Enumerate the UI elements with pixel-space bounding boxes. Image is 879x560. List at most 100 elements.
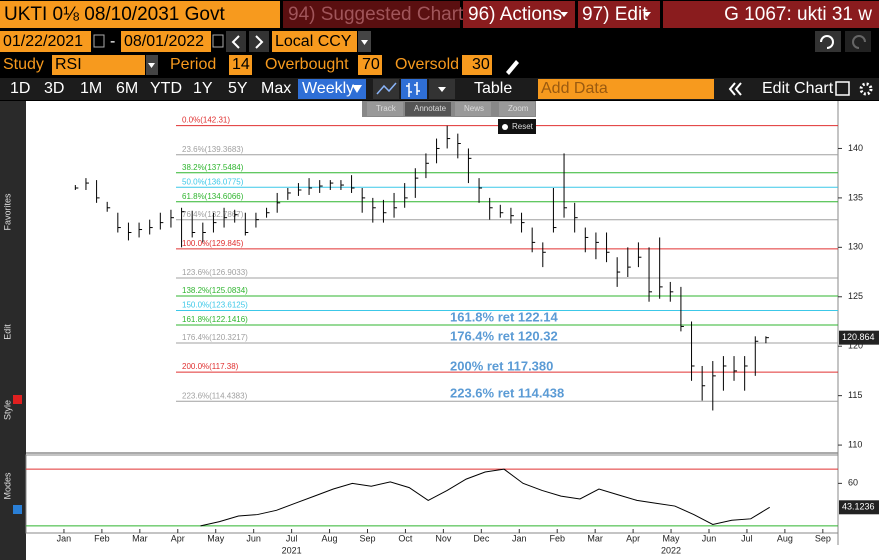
period-label: Period [170, 56, 216, 73]
year-label: 2022 [661, 545, 681, 555]
ticker-box[interactable] [0, 1, 280, 28]
end-date-input[interactable] [121, 31, 211, 52]
dropdown-arrow [352, 85, 362, 93]
start-date: 01/22/2021 [3, 33, 83, 50]
range-button[interactable]: 1D [10, 80, 30, 97]
tool-button[interactable] [455, 102, 491, 116]
settings-icon[interactable] [859, 82, 873, 96]
reset-button[interactable] [498, 119, 536, 134]
y-tick-label: 125 [848, 291, 863, 301]
edit-chart-button[interactable]: Edit Chart [762, 80, 834, 97]
range-buttons: 1D 3D 1M 6M YTD 1Y 5Y Max [10, 80, 291, 97]
next-button[interactable] [249, 31, 269, 52]
fib-level-label: 200.0%(117.38) [182, 362, 239, 371]
dropdown-arrow [361, 40, 368, 45]
edit-icon[interactable] [835, 81, 850, 96]
plot: 110 115 120 125 130 135 140 0.0%(142.31) 23.6%(1… [26, 116, 879, 555]
range-separator: - [110, 33, 115, 50]
x-tick-label: Jul [741, 533, 753, 543]
range-button[interactable]: 3D [44, 80, 64, 97]
frequency: Weekly [302, 80, 354, 97]
menu-button[interactable] [283, 1, 460, 28]
x-tick-label: Aug [322, 533, 338, 543]
x-tick-label: May [663, 533, 681, 543]
sidebar [0, 101, 26, 560]
rsi-line [200, 468, 770, 527]
sidebar-label: Favorites [2, 193, 12, 231]
tool-button[interactable] [499, 102, 535, 116]
fib-level-label: 100.0%(129.845) [182, 239, 244, 248]
prev-arrow [231, 35, 240, 49]
fib-level-label: 161.8%(122.1416) [182, 315, 248, 324]
tool-label: News [464, 104, 484, 113]
range-button[interactable]: 5Y [228, 80, 248, 97]
mode-icon[interactable] [13, 505, 22, 514]
last-price-box [839, 330, 879, 345]
dropdown-arrow [438, 87, 446, 92]
ticker: UKTI 0⅛ 08/10/2031 Govt [4, 4, 225, 25]
bar-icon [406, 82, 420, 97]
last-price: 120.864 [842, 332, 875, 342]
tool-label: Annotate [414, 104, 447, 113]
x-tick-label: Jul [286, 533, 298, 543]
y-tick-label: 115 [848, 390, 862, 400]
x-tick-label: Sep [359, 533, 375, 543]
color-swatch[interactable] [13, 395, 22, 404]
annotation: 161.8% ret 122.14 [450, 309, 558, 324]
tool-button[interactable] [367, 102, 403, 116]
menu-label: 96) Actions [468, 4, 562, 25]
start-date-input[interactable] [0, 31, 91, 52]
table-button[interactable]: Table [474, 80, 512, 97]
last-value: 43.1236 [842, 502, 875, 512]
range-button[interactable]: YTD [150, 80, 182, 97]
pencil-icon[interactable] [506, 60, 519, 75]
fib-level-label: 0.0%(142.31) [182, 116, 230, 125]
y-tick-label: 60 [848, 478, 858, 488]
tool-label: Track [376, 104, 397, 113]
study-label: Study [3, 56, 44, 73]
calendar-icon[interactable] [212, 34, 224, 48]
x-tick-label: Sep [815, 533, 831, 543]
dropdown-arrow [643, 12, 651, 17]
add-data: Add Data [541, 80, 608, 97]
add-data-input[interactable] [538, 79, 714, 99]
frequency-select[interactable] [298, 79, 366, 99]
x-tick-label: Feb [549, 533, 565, 543]
redo-icon [852, 35, 866, 49]
menu-button[interactable] [463, 1, 575, 28]
overbought-input[interactable] [358, 55, 382, 75]
collapse-icon[interactable] [728, 82, 742, 96]
tool-button[interactable] [405, 102, 451, 116]
dropdown-arrow [560, 12, 568, 17]
fib-level-label: 23.6%(139.3683) [182, 145, 244, 154]
fib-level-label: 38.2%(137.5484) [182, 163, 244, 172]
bar-style-button[interactable] [401, 79, 427, 99]
reset-icon [502, 124, 508, 130]
year-label: 2021 [282, 545, 302, 555]
x-tick-label: Nov [435, 533, 452, 543]
range-button[interactable]: 1M [80, 80, 102, 97]
range-button[interactable]: 1Y [193, 80, 213, 97]
fib-level-label: 123.6%(126.9033) [182, 268, 248, 277]
menu-label: 97) Edit [582, 4, 648, 25]
x-tick-label: Jun [246, 533, 261, 543]
range-button[interactable]: Max [261, 80, 291, 97]
sidebar-label: Style [2, 400, 12, 420]
oversold-input[interactable] [462, 55, 492, 75]
y-tick-label: 135 [848, 192, 863, 202]
y-tick-label: 110 [848, 439, 862, 449]
prev-button[interactable] [226, 31, 246, 52]
period-input[interactable] [229, 55, 252, 75]
currency-select[interactable] [272, 31, 357, 52]
calendar-icon[interactable] [93, 34, 105, 48]
redo-button[interactable] [845, 31, 871, 52]
y-tick-label: 120 [848, 341, 863, 351]
undo-button[interactable] [815, 31, 841, 52]
fib-level-label: 50.0%(136.0775) [182, 177, 244, 186]
study-select[interactable] [52, 55, 145, 75]
range-button[interactable]: 6M [116, 80, 138, 97]
x-tick-label: Apr [171, 533, 185, 543]
chart-tools-buttons: Track Annotate News Zoom [367, 102, 535, 116]
x-tick-label: Apr [626, 533, 640, 543]
